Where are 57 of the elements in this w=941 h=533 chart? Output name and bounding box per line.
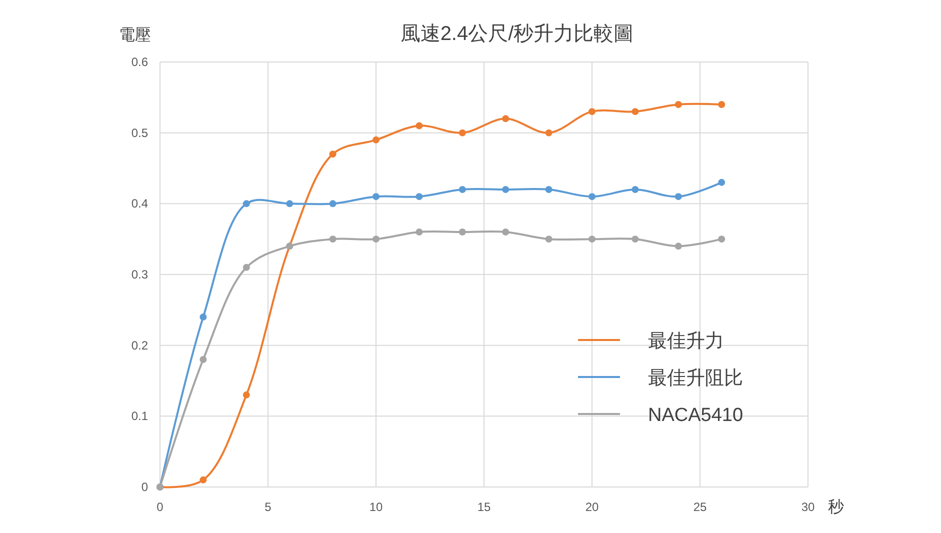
x-tick-label: 25 (693, 500, 707, 514)
point (286, 200, 294, 208)
point (632, 186, 639, 193)
point (200, 476, 207, 484)
point (416, 193, 423, 200)
point (502, 186, 510, 193)
legend-label: NACA5410 (648, 405, 744, 426)
x-tick-label: 10 (369, 500, 383, 514)
point (329, 150, 336, 158)
point (588, 108, 596, 116)
y-tick-label: 0.4 (131, 196, 148, 211)
point (458, 186, 466, 193)
point (632, 236, 639, 243)
x-tick-label: 20 (585, 500, 599, 514)
y-tick-label: 0 (141, 480, 148, 494)
y-axis-title: 電壓 (119, 27, 151, 44)
y-tick-label: 0.2 (131, 338, 148, 352)
point (329, 236, 336, 243)
legend-label: 最佳升力 (648, 331, 724, 352)
x-tick-label: 15 (477, 500, 491, 514)
x-axis-title: 秒 (828, 498, 844, 516)
point (502, 115, 510, 122)
point (674, 101, 682, 108)
point (545, 186, 552, 193)
point (588, 193, 596, 200)
point (200, 314, 207, 320)
point (372, 136, 380, 144)
point (502, 228, 510, 236)
point (588, 236, 596, 243)
y-tick-label: 0.3 (131, 268, 148, 282)
point (718, 236, 726, 243)
point (718, 101, 726, 108)
point (372, 193, 380, 200)
x-tick-label: 30 (801, 500, 815, 514)
point (242, 391, 250, 398)
point (632, 108, 639, 116)
chart-title: 風速2.4公尺/秒升力比較圖 (400, 23, 634, 45)
y-tick-label: 0.1 (131, 409, 148, 424)
point (416, 228, 423, 236)
y-tick-label: 0.5 (131, 126, 148, 140)
y-tick-label: 0.6 (131, 55, 148, 69)
point (242, 200, 250, 208)
x-tick-label: 5 (264, 500, 272, 514)
point (545, 129, 552, 136)
point (674, 242, 682, 250)
legend-label: 最佳升阻比 (648, 368, 743, 389)
point (416, 122, 423, 130)
x-tick-label: 0 (156, 500, 164, 514)
point (458, 228, 466, 236)
point (674, 193, 682, 200)
point (372, 236, 380, 243)
point (242, 264, 250, 271)
point (329, 200, 336, 208)
point (545, 236, 552, 243)
point (200, 356, 207, 363)
point (458, 129, 466, 136)
point (718, 178, 726, 186)
